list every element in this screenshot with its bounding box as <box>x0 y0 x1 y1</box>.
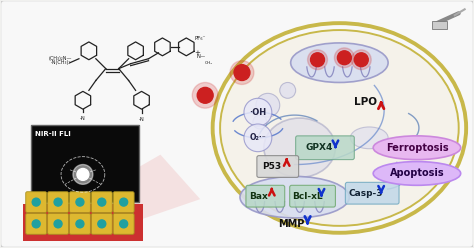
Text: NIR-II FLI: NIR-II FLI <box>35 131 71 137</box>
Ellipse shape <box>350 127 388 149</box>
FancyBboxPatch shape <box>346 182 399 204</box>
Text: Bcl-xL: Bcl-xL <box>292 192 323 201</box>
Circle shape <box>354 53 368 67</box>
Text: P53: P53 <box>262 162 282 171</box>
Ellipse shape <box>373 136 461 160</box>
Ellipse shape <box>240 176 349 218</box>
Text: Apoptosis: Apoptosis <box>390 168 444 179</box>
Text: O₂·⁻: O₂·⁻ <box>249 133 266 142</box>
Circle shape <box>234 65 250 81</box>
FancyBboxPatch shape <box>91 192 112 213</box>
Circle shape <box>98 198 106 206</box>
Circle shape <box>77 168 89 180</box>
Circle shape <box>76 220 84 228</box>
Circle shape <box>280 83 296 98</box>
Circle shape <box>192 83 218 108</box>
Polygon shape <box>23 155 200 219</box>
Circle shape <box>244 98 272 126</box>
Circle shape <box>32 220 40 228</box>
Text: CH₃: CH₃ <box>205 61 213 65</box>
FancyBboxPatch shape <box>26 192 46 213</box>
FancyBboxPatch shape <box>296 136 354 160</box>
Ellipse shape <box>264 118 336 177</box>
Circle shape <box>256 93 280 117</box>
Text: (CH₃)₂N—: (CH₃)₂N— <box>49 56 73 61</box>
FancyBboxPatch shape <box>257 156 299 177</box>
Circle shape <box>54 198 62 206</box>
FancyBboxPatch shape <box>70 214 91 234</box>
Circle shape <box>244 124 272 152</box>
Circle shape <box>73 164 93 184</box>
Circle shape <box>335 48 354 68</box>
Text: -N: -N <box>80 116 86 121</box>
FancyBboxPatch shape <box>290 185 336 207</box>
Text: PF₆⁻: PF₆⁻ <box>194 36 206 41</box>
Text: -N(CH₃)₂: -N(CH₃)₂ <box>51 60 71 65</box>
Circle shape <box>54 220 62 228</box>
Text: Ferroptosis: Ferroptosis <box>386 143 448 153</box>
FancyBboxPatch shape <box>91 214 112 234</box>
Circle shape <box>120 198 128 206</box>
Ellipse shape <box>221 31 458 225</box>
Text: N—: N— <box>196 54 205 59</box>
Text: LPO: LPO <box>354 97 377 107</box>
Circle shape <box>310 53 325 67</box>
Circle shape <box>32 198 40 206</box>
Circle shape <box>197 87 213 103</box>
Bar <box>31 125 138 202</box>
Ellipse shape <box>373 162 461 185</box>
Ellipse shape <box>291 43 388 83</box>
Circle shape <box>253 115 267 129</box>
FancyBboxPatch shape <box>26 214 46 234</box>
Text: Bax: Bax <box>249 192 268 201</box>
FancyBboxPatch shape <box>47 214 69 234</box>
Circle shape <box>98 220 106 228</box>
FancyBboxPatch shape <box>113 214 134 234</box>
FancyBboxPatch shape <box>432 21 447 29</box>
Text: GPX4: GPX4 <box>306 143 333 152</box>
Text: +: + <box>194 50 200 56</box>
Circle shape <box>351 50 371 70</box>
Circle shape <box>76 198 84 206</box>
FancyBboxPatch shape <box>113 192 134 213</box>
Text: -N: -N <box>139 117 145 122</box>
Text: Casp-3: Casp-3 <box>349 189 383 198</box>
Circle shape <box>120 220 128 228</box>
FancyBboxPatch shape <box>70 192 91 213</box>
Bar <box>23 204 143 241</box>
Circle shape <box>230 61 254 85</box>
FancyBboxPatch shape <box>47 192 69 213</box>
Text: MMP: MMP <box>279 219 305 229</box>
Circle shape <box>337 51 351 65</box>
FancyBboxPatch shape <box>246 185 285 207</box>
Circle shape <box>308 50 328 70</box>
Text: ·OH: ·OH <box>249 108 266 117</box>
